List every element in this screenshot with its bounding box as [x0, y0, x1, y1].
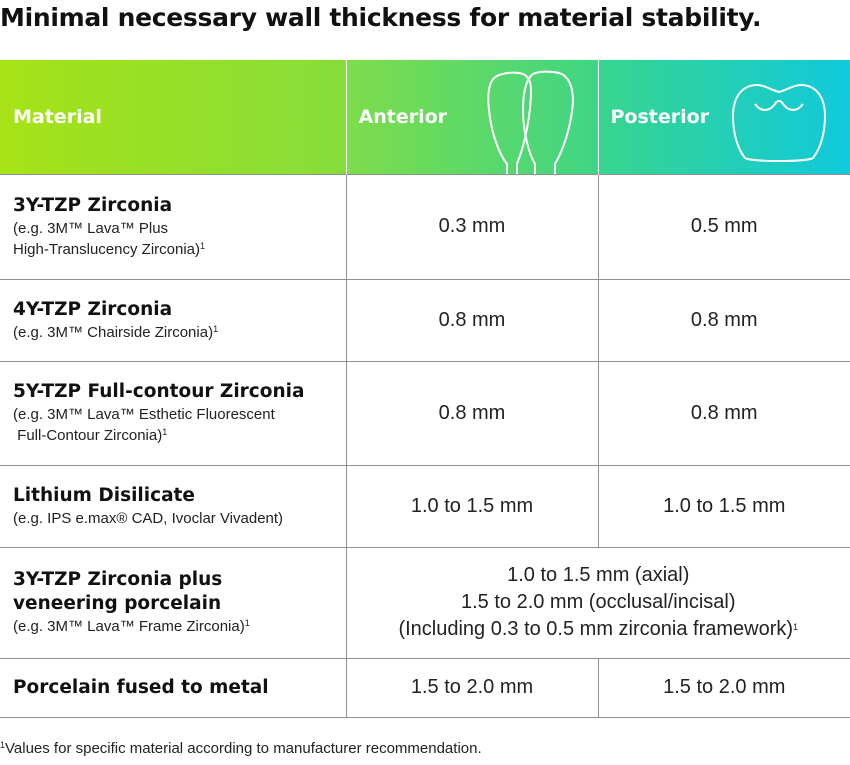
footnote-ref: 1 — [200, 240, 206, 251]
header-posterior-label: Posterior — [610, 106, 710, 128]
anterior-value: 0.8 mm — [345, 360, 599, 466]
material-cell: Lithium Disilicate (e.g. IPS e.max® CAD,… — [0, 464, 347, 548]
material-name: 4Y-TZP Zirconia — [13, 298, 173, 320]
header-row: Material Anterior Posterior — [0, 60, 850, 174]
material-name: 5Y-TZP Full-contour Zirconia — [13, 381, 305, 402]
posterior-value: 1.0 to 1.5 mm — [597, 464, 850, 548]
footnote-ref: 1 — [213, 323, 219, 334]
material-name: Porcelain fused to metal — [13, 676, 269, 698]
material-name: 3Y-TZP Zirconia — [13, 194, 173, 216]
material-example: (e.g. IPS e.max® CAD, Ivoclar Vivadent) — [13, 509, 284, 527]
material-cell: 4Y-TZP Zirconia (e.g. 3M™ Chairside Zirc… — [0, 278, 347, 362]
header-material: Material — [0, 60, 347, 174]
material-example: (e.g. 3M™ Lava™ Frame Zirconia)1 — [13, 618, 250, 635]
material-cell: 3Y-TZP Zirconia (e.g. 3M™ Lava™ Plus High… — [0, 173, 347, 280]
header-material-label: Material — [13, 106, 102, 128]
material-name: 3Y-TZP Zirconia plus veneering porcelain — [13, 569, 223, 614]
anterior-value: 1.0 to 1.5 mm — [345, 464, 599, 548]
material-example: (e.g. 3M™ Chairside Zirconia)1 — [13, 323, 219, 341]
posterior-value: 0.5 mm — [597, 173, 850, 280]
combined-value: 1.0 to 1.5 mm (axial) 1.5 to 2.0 mm (occ… — [345, 546, 850, 659]
material-example: (e.g. 3M™ Lava™ Plus High-Translucency Zi… — [13, 219, 206, 258]
header-anterior: Anterior — [346, 60, 599, 174]
table-row: 3Y-TZP Zirconia plus veneering porcelain … — [0, 546, 850, 659]
footnote: 1Values for specific material according … — [0, 740, 482, 757]
material-example: (e.g. 3M™ Lava™ Esthetic Fluorescent Ful… — [13, 406, 275, 444]
material-name: Lithium Disilicate — [13, 484, 195, 506]
posterior-value: 0.8 mm — [597, 360, 850, 466]
header-posterior: Posterior — [598, 60, 850, 174]
header-anterior-label: Anterior — [358, 106, 448, 128]
material-cell: 3Y-TZP Zirconia plus veneering porcelain … — [0, 546, 347, 659]
page-title: Minimal necessary wall thickness for mat… — [0, 3, 762, 32]
table-row: 4Y-TZP Zirconia (e.g. 3M™ Chairside Zirc… — [0, 278, 850, 362]
anterior-value: 1.5 to 2.0 mm — [345, 657, 599, 718]
anterior-value: 0.8 mm — [345, 278, 599, 362]
table-row: 3Y-TZP Zirconia (e.g. 3M™ Lava™ Plus High… — [0, 173, 850, 280]
footnote-ref: 1 — [244, 618, 250, 628]
table-row: Porcelain fused to metal 1.5 to 2.0 mm 1… — [0, 657, 850, 718]
material-cell: 5Y-TZP Full-contour Zirconia (e.g. 3M™ L… — [0, 360, 347, 466]
molar-tooth-icon — [731, 83, 826, 162]
posterior-value: 1.5 to 2.0 mm — [597, 657, 850, 718]
anterior-teeth-icon — [486, 70, 574, 174]
footnote-ref: 1 — [793, 622, 799, 632]
posterior-value: 0.8 mm — [597, 278, 850, 362]
material-cell: Porcelain fused to metal — [0, 657, 347, 718]
footnote-ref: 1 — [162, 427, 168, 437]
footnote-text: Values for specific material according t… — [5, 740, 482, 757]
anterior-value: 0.3 mm — [345, 173, 599, 280]
table-row: 5Y-TZP Full-contour Zirconia (e.g. 3M™ L… — [0, 360, 850, 466]
wall-thickness-table: Material Anterior Posterior 3Y-TZP Zir — [0, 60, 850, 718]
table-row: Lithium Disilicate (e.g. IPS e.max® CAD,… — [0, 464, 850, 548]
footnote-marker: 1 — [0, 740, 6, 750]
